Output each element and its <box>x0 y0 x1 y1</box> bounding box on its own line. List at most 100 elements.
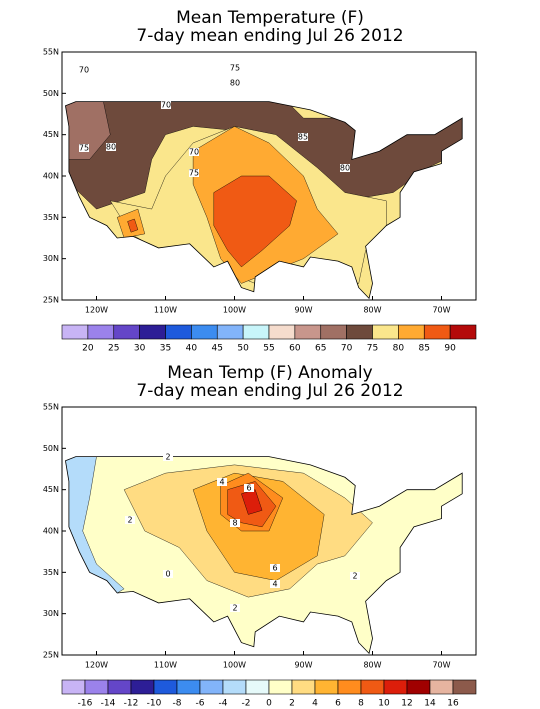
colorbar-label: 90 <box>444 344 456 354</box>
lat-label: 50N <box>43 444 59 453</box>
colorbar-box <box>113 324 140 340</box>
contour-label-bg <box>163 570 173 578</box>
colorbar-label: 2 <box>289 699 295 709</box>
field-region <box>213 175 297 268</box>
colorbar-box <box>406 679 431 695</box>
lon-label: 70W <box>432 661 450 670</box>
contour-label-bg <box>189 169 199 177</box>
colorbar-label: 20 <box>82 344 94 354</box>
contour-label: 70 <box>161 101 171 110</box>
map-title: Mean Temp (F) Anomaly <box>167 363 372 383</box>
colorbar-box <box>61 679 86 695</box>
lon-label: 80W <box>363 306 381 315</box>
colorbar-label: -14 <box>101 699 116 709</box>
lat-label: 55N <box>43 48 59 57</box>
contour-label-bg <box>106 143 116 151</box>
lon-label: 100W <box>223 306 246 315</box>
contour-label: 75 <box>230 64 240 73</box>
colorbar-box <box>165 324 192 340</box>
colorbar-box <box>429 679 454 695</box>
colorbar-box <box>320 324 347 340</box>
fields <box>65 101 463 284</box>
colorbar-box <box>191 324 218 340</box>
lat-label: 35N <box>43 213 59 222</box>
lon-label: 90W <box>294 306 312 315</box>
lon-label: 120W <box>85 661 108 670</box>
colorbar-box <box>291 679 316 695</box>
colorbar-label: 80 <box>393 344 405 354</box>
colorbar-box <box>398 324 425 340</box>
colorbar-box <box>294 324 322 340</box>
us-outline <box>65 101 463 300</box>
lat-label: 45N <box>43 485 59 494</box>
contour-label: 2 <box>127 516 132 525</box>
colorbar-label: 75 <box>367 344 378 354</box>
contour-label: 2 <box>165 453 170 462</box>
contour-label: 8 <box>232 519 237 528</box>
colorbar-box <box>61 324 89 340</box>
contour-label-bg <box>230 79 240 87</box>
colorbar-label: -6 <box>196 699 205 709</box>
lat-label: 30N <box>43 609 59 618</box>
colorbar-box <box>268 324 296 340</box>
fields <box>65 456 373 598</box>
colorbar-label: 60 <box>289 344 301 354</box>
contour-label: 80 <box>340 164 350 173</box>
lon-label: 110W <box>154 306 177 315</box>
colorbar-box <box>268 679 293 695</box>
lon-label: 100W <box>223 661 246 670</box>
colorbar-label: 14 <box>424 699 436 709</box>
lon-label: 110W <box>154 661 177 670</box>
colorbar-label: 65 <box>315 344 326 354</box>
colorbar-box <box>84 679 109 695</box>
contour-label-bg <box>350 572 360 580</box>
contour-label-bg <box>79 144 89 152</box>
colorbar-box <box>346 324 373 340</box>
colorbar-label: 16 <box>447 699 459 709</box>
colorbar-label: 25 <box>108 344 119 354</box>
contour-label-bg <box>298 133 308 141</box>
contour-label: 2 <box>232 604 237 613</box>
contour-label-bg <box>125 516 135 524</box>
contour-label-bg <box>230 519 240 527</box>
colorbar-label: -2 <box>242 699 251 709</box>
colorbar-box <box>107 679 132 695</box>
contour-label-bg <box>270 580 280 588</box>
field-region <box>127 218 139 233</box>
colorbar-label: -16 <box>78 699 93 709</box>
lat-label: 45N <box>43 130 59 139</box>
us-outline <box>65 456 463 655</box>
map-panel: Mean Temperature (F)7-day mean ending Ju… <box>43 8 477 354</box>
colorbar-box <box>153 679 178 695</box>
contour-label-bg <box>230 604 240 612</box>
colorbar-label: 40 <box>186 344 198 354</box>
map-title: Mean Temperature (F) <box>176 8 364 28</box>
colorbar-box <box>449 324 477 340</box>
contour-label: 80 <box>106 143 116 152</box>
lon-label: 80W <box>363 661 381 670</box>
colorbar-box <box>87 324 115 340</box>
colorbar-label: 35 <box>160 344 171 354</box>
colorbar-label: 4 <box>312 699 318 709</box>
colorbar-label: -12 <box>124 699 139 709</box>
contour-label-bg <box>189 148 199 156</box>
colorbar-label: 8 <box>358 699 364 709</box>
colorbar-box <box>423 324 451 340</box>
contour-label-bg <box>340 164 350 172</box>
colorbar-label: 0 <box>266 699 272 709</box>
contour-label: 4 <box>272 580 277 589</box>
colorbar-box <box>216 324 244 340</box>
map-subtitle: 7-day mean ending Jul 26 2012 <box>136 26 403 46</box>
colorbar-label: 85 <box>419 344 430 354</box>
colorbar-label: 50 <box>237 344 249 354</box>
colorbar-label: -10 <box>147 699 162 709</box>
colorbar-label: 12 <box>401 699 412 709</box>
colorbar-label: 6 <box>335 699 341 709</box>
contour-label: 75 <box>79 144 89 153</box>
colorbar-box <box>314 679 339 695</box>
lat-label: 25N <box>43 296 59 305</box>
colorbar-box <box>452 679 477 695</box>
lat-label: 40N <box>43 172 59 181</box>
